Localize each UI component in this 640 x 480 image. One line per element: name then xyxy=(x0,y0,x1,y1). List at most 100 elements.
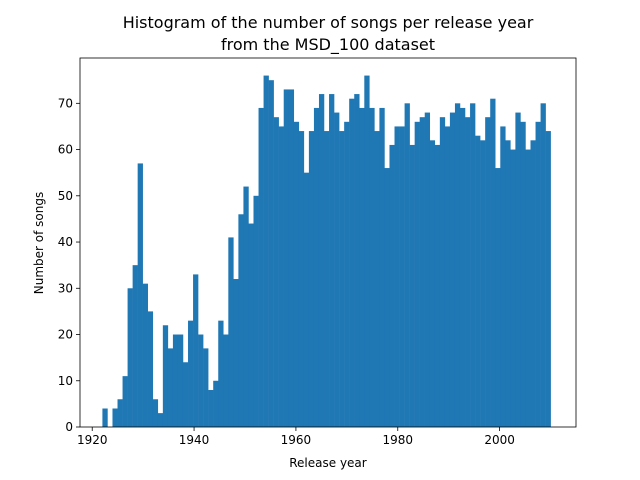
histogram-bar xyxy=(454,103,461,427)
x-axis-label: Release year xyxy=(289,456,367,470)
histogram-bar xyxy=(177,334,184,427)
histogram-bar xyxy=(490,98,496,428)
histogram-bar xyxy=(263,75,269,428)
chart-title-line2: from the MSD_100 dataset xyxy=(221,35,435,55)
histogram-bar xyxy=(293,121,300,428)
histogram-bar xyxy=(142,283,148,427)
histogram-bar xyxy=(369,107,375,427)
histogram-bar xyxy=(475,135,481,427)
histogram-bar xyxy=(223,334,229,427)
x-tick-label: 2000 xyxy=(484,433,515,447)
histogram-bar xyxy=(198,334,204,427)
y-tick-label: 50 xyxy=(58,189,73,203)
histogram-bar xyxy=(409,144,415,428)
histogram-bar xyxy=(520,121,526,428)
histogram-bar xyxy=(485,117,491,427)
histogram-bar xyxy=(500,126,506,427)
y-tick-label: 40 xyxy=(58,235,73,249)
histogram-bar xyxy=(429,140,436,427)
histogram-bar xyxy=(349,98,355,428)
histogram-bar xyxy=(157,413,164,427)
histogram-bar xyxy=(339,131,345,427)
histogram-bar xyxy=(470,103,476,427)
histogram-bar xyxy=(258,107,264,427)
histogram-bar xyxy=(182,362,189,427)
histogram-bar xyxy=(288,89,295,428)
histogram-bar xyxy=(152,399,159,427)
histogram-bar xyxy=(344,121,350,428)
histogram-bar xyxy=(449,112,456,428)
y-tick-label: 60 xyxy=(58,143,73,157)
histogram-bar xyxy=(228,237,234,427)
histogram-bar xyxy=(112,408,118,427)
histogram-bar xyxy=(308,131,315,427)
y-tick-label: 10 xyxy=(58,374,73,388)
histogram-bar xyxy=(243,186,249,427)
histogram-bar xyxy=(535,121,541,428)
histogram-bar xyxy=(334,112,340,428)
axes-frame xyxy=(79,57,577,428)
histogram-bar xyxy=(414,121,420,428)
y-tick-label: 70 xyxy=(58,96,73,110)
histogram-bar xyxy=(172,334,179,427)
histogram-bar xyxy=(213,380,219,427)
x-tick-label: 1980 xyxy=(382,433,413,447)
x-tick-label: 1920 xyxy=(77,433,108,447)
histogram-bar xyxy=(434,144,441,428)
y-tick-label: 30 xyxy=(58,281,73,295)
histogram-bar xyxy=(233,279,239,427)
histogram-bar xyxy=(193,274,199,427)
y-axis-label: Number of songs xyxy=(32,192,46,294)
x-tick-label: 1940 xyxy=(179,433,210,447)
histogram-bar xyxy=(268,80,274,427)
histogram-bar xyxy=(364,75,370,428)
histogram-bar xyxy=(238,214,244,427)
bars-group xyxy=(102,75,551,428)
histogram-bar xyxy=(248,223,254,427)
histogram-bar xyxy=(379,107,385,427)
histogram-bar xyxy=(127,288,133,427)
histogram-bar xyxy=(540,103,546,427)
histogram-bar xyxy=(510,149,516,427)
chart-title-line1: Histogram of the number of songs per rel… xyxy=(123,13,534,32)
histogram-bar xyxy=(354,94,360,427)
histogram-bar xyxy=(137,163,143,427)
histogram-bar xyxy=(394,126,400,427)
histogram-bar xyxy=(404,103,410,427)
histogram-bar xyxy=(389,144,395,428)
histogram-bar xyxy=(102,408,108,427)
histogram-bar xyxy=(424,112,431,428)
histogram-bar xyxy=(162,325,169,427)
histogram-bar xyxy=(298,131,305,427)
histogram-bar xyxy=(545,131,551,427)
histogram-bar xyxy=(303,172,310,427)
histogram-bar xyxy=(505,140,511,427)
x-tick-label: 1960 xyxy=(281,433,312,447)
histogram-bar xyxy=(399,126,405,427)
histogram-bar xyxy=(515,112,521,428)
histogram-bar xyxy=(278,126,284,427)
histogram-bar xyxy=(132,265,138,427)
histogram-bar xyxy=(313,107,320,427)
histogram-bar xyxy=(208,390,214,427)
histogram-bar xyxy=(117,399,123,427)
histogram-bar xyxy=(329,94,335,427)
histogram-bar xyxy=(122,376,128,427)
histogram-bar xyxy=(318,94,325,427)
y-tick-label: 0 xyxy=(65,420,73,434)
histogram-bar xyxy=(167,348,174,427)
histogram-bar xyxy=(273,117,279,427)
histogram-bar xyxy=(459,107,466,427)
histogram-bar xyxy=(188,320,194,427)
histogram-bar xyxy=(324,131,330,427)
histogram-bar xyxy=(495,168,501,428)
histogram-bar xyxy=(384,168,390,428)
histogram-bar xyxy=(374,131,380,427)
histogram-bar xyxy=(283,89,290,428)
histogram-bar xyxy=(480,140,486,427)
histogram-bar xyxy=(147,311,154,427)
histogram-bar xyxy=(525,149,531,427)
histogram-bar xyxy=(419,117,425,427)
histogram-bar xyxy=(253,195,259,427)
